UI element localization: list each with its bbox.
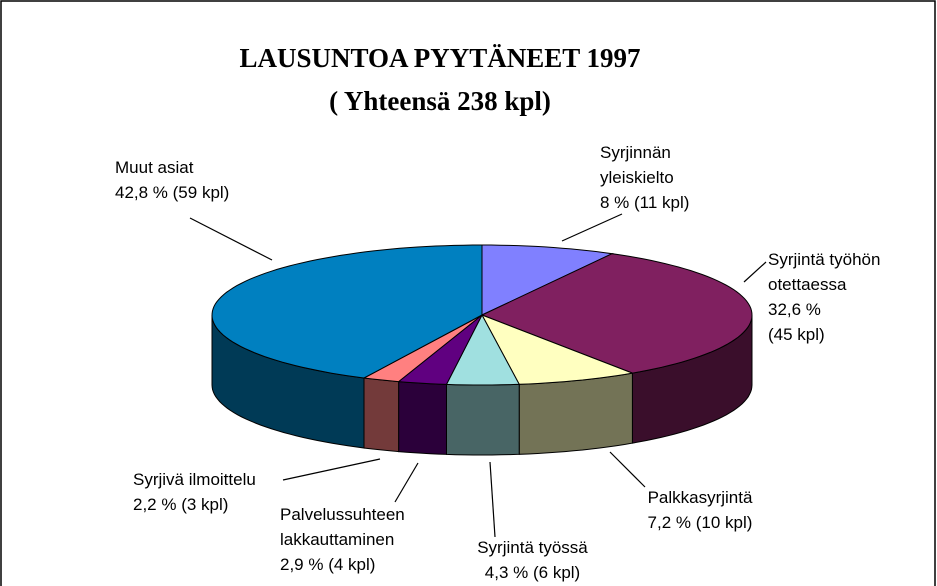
- slice: [397, 314, 483, 385]
- chart-subtitle: ( Yhteensä 238 kpl): [329, 86, 551, 116]
- slice-label: Palvelussuhteen lakkauttaminen 2,9 % (4 k…: [280, 502, 420, 577]
- slice: [480, 314, 635, 385]
- value-label: 7,2 % (10 kpl): [647, 513, 753, 532]
- category-label: Syrjintä työssä: [477, 538, 588, 557]
- slice-label: Syrjinnän yleiskielto 8 % (11 kpl): [600, 140, 740, 215]
- category-label: Syrjintä työhön otettaessa: [768, 250, 881, 294]
- leader-line: [609, 451, 646, 488]
- slice: [445, 313, 521, 386]
- slice-label: Syrjintä työssä 4,3 % (6 kpl): [450, 535, 615, 585]
- value-label: 2,9 % (4 kpl): [280, 555, 376, 574]
- value-label: 8 % (11 kpl): [600, 193, 690, 212]
- value-label: 4,3 % (6 kpl): [484, 563, 581, 582]
- category-label: Palvelussuhteen lakkauttaminen: [280, 505, 405, 549]
- slice-side: [446, 383, 520, 456]
- leader-line: [489, 461, 496, 538]
- leader-line: [189, 217, 273, 261]
- leader-line: [743, 261, 767, 283]
- slice-side: [363, 377, 400, 453]
- slice: [481, 244, 614, 316]
- value-label: 32,6 % (45 kpl): [768, 300, 825, 344]
- slice-label: Palkkasyrjintä 7,2 % (10 kpl): [615, 485, 785, 535]
- value-label: 2,2 % (3 kpl): [133, 495, 229, 514]
- leader-lines: [189, 213, 767, 538]
- slice-label: Syrjintä työhön otettaessa 32,6 % (45 kpl…: [768, 247, 918, 347]
- slice-label: Syrjivä ilmoittelu 2,2 % (3 kpl): [133, 467, 293, 517]
- leader-line: [561, 213, 623, 242]
- slice: [480, 253, 753, 374]
- slice-label: Muut asiat 42,8 % (59 kpl): [115, 155, 275, 205]
- chart-title: LAUSUNTOA PYYTÄNEET 1997: [239, 43, 640, 73]
- category-label: Syrjinnän yleiskielto: [600, 143, 674, 187]
- leader-line: [394, 462, 419, 503]
- leader-line: [282, 458, 381, 481]
- category-label: Syrjivä ilmoittelu: [133, 470, 256, 489]
- slice: [211, 244, 483, 379]
- value-label: 42,8 % (59 kpl): [115, 183, 230, 202]
- category-label: Muut asiat: [115, 158, 194, 177]
- category-label: Palkkasyrjintä: [647, 488, 753, 507]
- slice-side: [398, 381, 447, 455]
- slice-side: [518, 372, 633, 455]
